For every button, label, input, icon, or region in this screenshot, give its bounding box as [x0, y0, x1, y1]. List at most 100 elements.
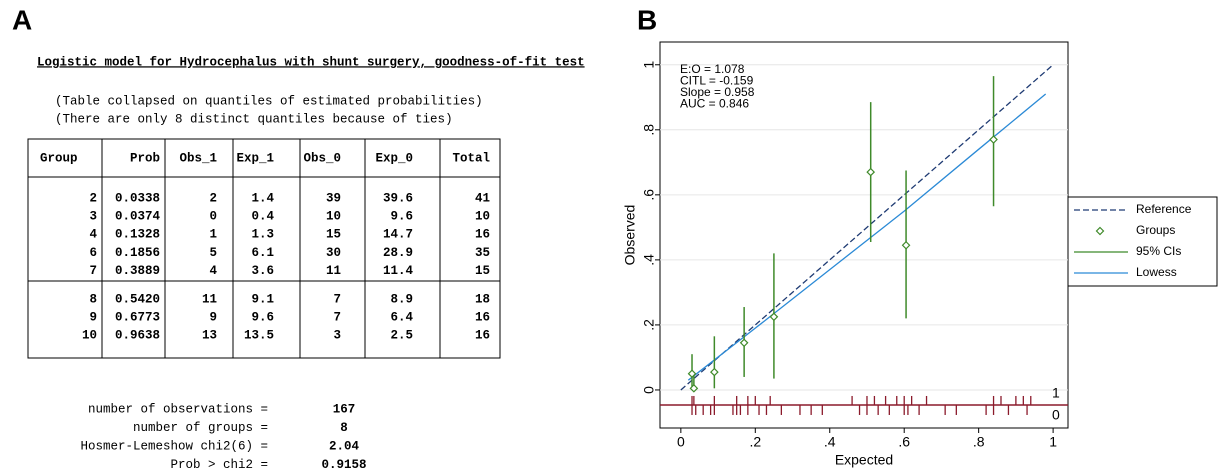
- table-cell: 0.3889: [115, 264, 160, 278]
- table-cell: 15: [326, 228, 341, 242]
- legend-label: Lowess: [1136, 265, 1177, 279]
- table-cell: 28.9: [383, 246, 413, 260]
- table-cell: 41: [475, 191, 490, 205]
- table-cell: 5: [209, 246, 217, 260]
- group-point: [769, 312, 779, 322]
- summary-label: number of groups =: [133, 421, 268, 435]
- table-title: Logistic model for Hydrocephalus_with_sh…: [37, 55, 585, 69]
- table-cell: 6: [89, 246, 97, 260]
- x-tick-label: .8: [973, 434, 985, 450]
- annotation: AUC = 0.846: [680, 97, 749, 111]
- panel-label: A: [12, 4, 32, 35]
- table-cell: 39: [326, 191, 341, 205]
- group-point: [989, 135, 998, 144]
- table-cell: 7: [333, 292, 341, 306]
- table-header: Exp_0: [375, 151, 413, 165]
- table-cell: 6.1: [251, 246, 274, 260]
- table-cell: 0.1856: [115, 246, 160, 260]
- table-cell: 13: [202, 329, 217, 343]
- table-cell: 0.0338: [115, 191, 160, 205]
- note: (Table collapsed on quantiles of estimat…: [55, 94, 483, 108]
- table-header: Group: [40, 151, 78, 165]
- rug-label: 1: [1052, 385, 1060, 401]
- y-tick-label: .2: [641, 319, 657, 331]
- table-cell: 11: [326, 264, 341, 278]
- y-axis-label: Observed: [622, 205, 638, 266]
- table-cell: 10: [326, 209, 341, 223]
- table-cell: 1: [209, 228, 217, 242]
- x-tick-label: 0: [677, 434, 685, 450]
- table-cell: 9.6: [390, 209, 413, 223]
- table-cell: 16: [475, 228, 490, 242]
- note: (There are only 8 distinct quantiles bec…: [55, 112, 453, 126]
- table-cell: 11: [202, 292, 217, 306]
- table-frame: [27, 138, 501, 359]
- table-cell: 16: [475, 310, 490, 324]
- legend-label: Reference: [1136, 202, 1192, 216]
- table-cell: 0.6773: [115, 310, 160, 324]
- table-cell: 1.3: [251, 228, 274, 242]
- table-cell: 8.9: [390, 292, 413, 306]
- y-tick-label: .8: [641, 124, 657, 136]
- group-point: [739, 338, 749, 348]
- table-cell: 14.7: [383, 228, 413, 242]
- summary-value: 8: [340, 421, 348, 435]
- table-cell: 0.5420: [115, 292, 160, 306]
- legend-symbol: [1095, 226, 1105, 236]
- annotation: E:O = 1.078: [680, 62, 745, 76]
- table-cell: 10: [82, 329, 97, 343]
- table-cell: 3: [333, 329, 341, 343]
- legend-frame: [1067, 196, 1218, 287]
- table-header: Total: [452, 151, 490, 165]
- table-cell: 0: [209, 209, 217, 223]
- reference-line: [680, 64, 1054, 391]
- summary-value: 167: [333, 402, 356, 416]
- legend-label: Groups: [1136, 223, 1175, 237]
- y-tick-label: .4: [641, 254, 657, 266]
- table-cell: 9: [209, 310, 217, 324]
- table-cell: 1.4: [251, 191, 274, 205]
- table-cell: 39.6: [383, 191, 413, 205]
- table-cell: 0.9638: [115, 329, 160, 343]
- table-cell: 15: [475, 264, 490, 278]
- x-tick-label: 1: [1049, 434, 1057, 450]
- table-cell: 7: [89, 264, 97, 278]
- table-cell: 10: [475, 209, 490, 223]
- table-header: Exp_1: [236, 151, 274, 165]
- table-cell: 8: [89, 292, 97, 306]
- plot-frame: [659, 41, 1069, 429]
- table-cell: 9: [89, 310, 97, 324]
- table-cell: 3.6: [251, 264, 274, 278]
- y-tick-label: 1: [641, 61, 657, 69]
- table-cell: 11.4: [383, 264, 414, 278]
- group-point: [689, 383, 699, 393]
- table-cell: 6.4: [390, 310, 413, 324]
- legend-label: 95% CIs: [1136, 244, 1181, 258]
- table-cell: 13.5: [244, 329, 274, 343]
- group-point: [687, 369, 697, 379]
- table-cell: 16: [475, 329, 490, 343]
- table-cell: 18: [475, 292, 490, 306]
- summary-label: Hosmer-Lemeshow chi2(6) =: [80, 439, 268, 453]
- table-cell: 2.5: [390, 329, 413, 343]
- table-cell: 9.1: [251, 292, 274, 306]
- table-cell: 3: [89, 209, 97, 223]
- group-point: [710, 367, 719, 377]
- table-cell: 9.6: [251, 310, 274, 324]
- x-tick-label: .6: [898, 434, 910, 450]
- annotation: CITL = -0.159: [680, 74, 754, 88]
- table-cell: 0.4: [251, 209, 274, 223]
- table-cell: 2: [209, 191, 217, 205]
- summary-value: 0.9158: [321, 458, 366, 472]
- table-header: Obs_0: [303, 151, 341, 165]
- table-cell: 4: [89, 228, 97, 242]
- y-tick-label: .6: [641, 189, 657, 201]
- x-tick-label: .2: [749, 434, 761, 450]
- table-cell: 4: [209, 264, 217, 278]
- annotation: Slope = 0.958: [680, 85, 755, 99]
- table-cell: 35: [475, 246, 490, 260]
- group-point: [866, 167, 876, 177]
- table-cell: 2: [89, 191, 97, 205]
- table-cell: 0.1328: [115, 228, 160, 242]
